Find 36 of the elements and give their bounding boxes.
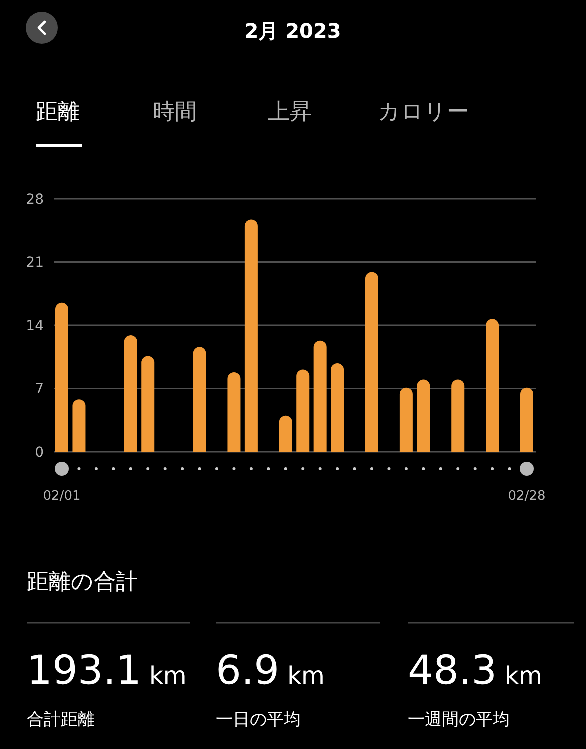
- text: 距離: [36, 100, 80, 125]
- x-tick-label: 02/01: [43, 489, 81, 504]
- chart-title: 2月 2023: [244, 19, 342, 43]
- y-tick-label: 0: [35, 444, 44, 461]
- text: 合計距離: [27, 710, 95, 730]
- text: 距離の合計: [27, 570, 138, 595]
- bar: [417, 380, 430, 452]
- text: 48.3 km: [408, 648, 542, 694]
- bar: [400, 388, 413, 452]
- y-tick-label: 21: [26, 255, 44, 272]
- text: 上昇: [268, 100, 312, 125]
- bar: [193, 347, 206, 452]
- bar: [244, 220, 258, 452]
- y-tick-label: 7: [35, 382, 44, 398]
- bar: [314, 340, 327, 452]
- bar: [56, 302, 68, 452]
- bar: [279, 416, 292, 452]
- bar: [331, 363, 344, 452]
- bar: [296, 370, 310, 452]
- bar: [520, 388, 534, 452]
- bar: [366, 272, 378, 452]
- y-tick-label: 14: [26, 318, 44, 334]
- text: カロリー: [378, 100, 469, 125]
- text: 6.9 km: [216, 648, 325, 694]
- bar: [124, 335, 138, 452]
- text: 時間: [153, 100, 197, 125]
- text: 一日の平均: [216, 710, 301, 730]
- bar: [486, 319, 500, 452]
- x-tick-label: 02/28: [508, 489, 546, 504]
- bar: [72, 400, 86, 452]
- text: 一週間の平均: [408, 710, 510, 730]
- text: 193.1 km: [27, 648, 187, 694]
- bar: [142, 356, 155, 452]
- y-tick-label: 28: [26, 192, 44, 208]
- bar: [228, 372, 241, 452]
- bar: [452, 380, 465, 452]
